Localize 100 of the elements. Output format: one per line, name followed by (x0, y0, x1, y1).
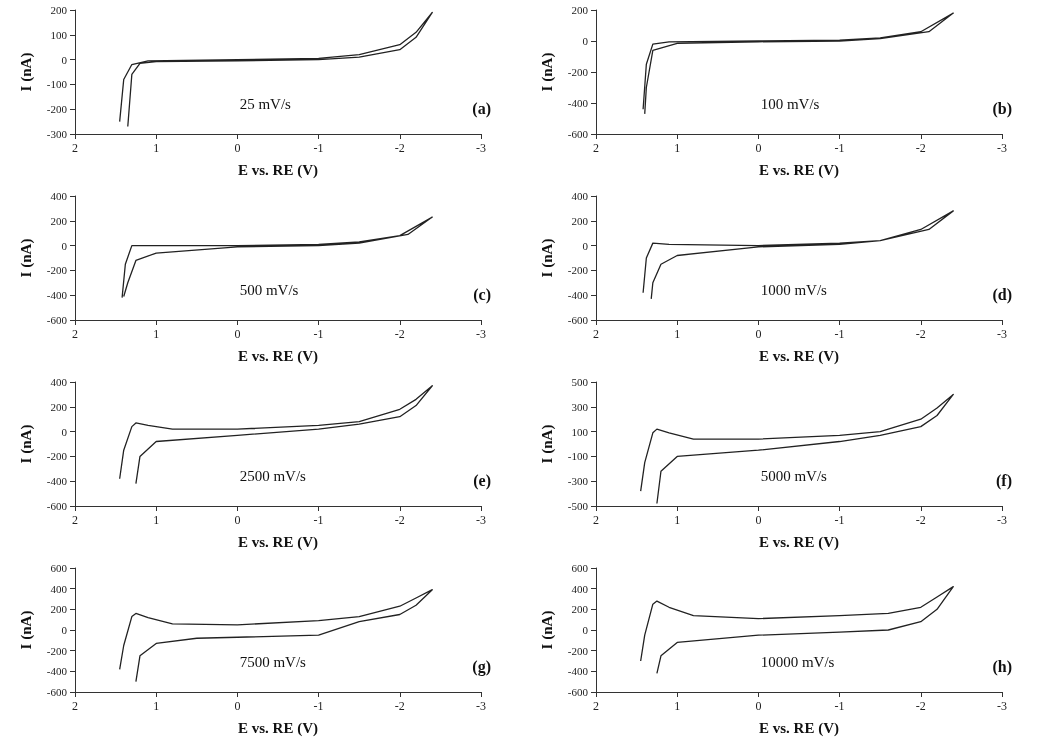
x-tick-label: 2 (593, 327, 599, 341)
annotation: 1000 mV/s (760, 281, 828, 298)
x-tick-label: -2 (915, 141, 926, 155)
y-tick-label: -600 (46, 500, 68, 512)
y-tick-label: 200 (50, 4, 68, 16)
y-tick-label: 400 (50, 190, 68, 202)
x-tick-label: -2 (394, 327, 405, 341)
x-tick-label: 1 (153, 327, 160, 341)
annotation: (a) (472, 99, 491, 118)
y-tick-label: 0 (61, 624, 68, 636)
y-tick-label: 200 (50, 214, 68, 227)
y-tick-label: -200 (567, 644, 589, 657)
y-tick-label: -300 (567, 475, 589, 488)
x-tick-label: 2 (593, 141, 599, 155)
x-tick-label: 1 (674, 513, 681, 527)
y-tick-label: 200 (571, 603, 589, 616)
y-tick-label: -400 (46, 665, 68, 678)
y-tick-label: 600 (571, 562, 589, 574)
x-tick-label: -2 (394, 699, 405, 713)
y-tick-label: 100 (571, 425, 589, 438)
y-tick-label: -200 (46, 644, 68, 657)
y-axis-title: I (nA) (538, 424, 556, 464)
annotation: (b) (992, 99, 1013, 118)
x-tick-label: 0 (234, 699, 241, 713)
x-tick-label: -1 (313, 513, 324, 527)
x-axis-title: E vs. RE (V) (758, 533, 840, 551)
y-tick-label: 0 (582, 239, 589, 252)
line-series (642, 210, 954, 300)
y-tick-label: -100 (567, 450, 589, 463)
y-axis-title: I (nA) (538, 238, 556, 278)
y-tick-label: 400 (50, 376, 68, 388)
y-axis-title: I (nA) (538, 610, 556, 650)
y-tick-label: -600 (567, 686, 589, 698)
y-tick-label: 600 (50, 562, 68, 574)
y-tick-label: 300 (571, 400, 589, 413)
x-tick-label: 0 (755, 699, 762, 713)
x-tick-label: 2 (72, 327, 78, 341)
line-series (640, 393, 954, 505)
y-tick-label: -400 (567, 665, 589, 678)
line-series (119, 589, 433, 683)
x-tick-label: -3 (997, 141, 1007, 155)
annotation: (f) (996, 471, 1012, 490)
line-series (642, 12, 954, 115)
y-tick-label: -600 (46, 314, 68, 326)
y-tick-label: -200 (567, 264, 589, 277)
y-tick-label: -400 (46, 289, 68, 302)
annotation: 7500 mV/s (239, 653, 307, 670)
x-tick-label: 1 (674, 699, 681, 713)
x-tick-label: -3 (997, 327, 1007, 341)
y-tick-label: 400 (571, 582, 589, 595)
x-axis-title: E vs. RE (V) (237, 533, 319, 551)
y-tick-label: -400 (46, 475, 68, 488)
y-axis-title: I (nA) (538, 52, 556, 92)
line-series (640, 585, 954, 675)
x-tick-label: -3 (997, 513, 1007, 527)
x-axis-title: E vs. RE (V) (237, 719, 319, 737)
x-tick-label: 1 (153, 699, 160, 713)
y-tick-label: -400 (567, 289, 589, 302)
y-axis-title: I (nA) (17, 610, 35, 650)
x-tick-label: 0 (755, 513, 762, 527)
annotation: (d) (992, 285, 1013, 304)
y-axis-title: I (nA) (17, 238, 35, 278)
annotation: (e) (473, 471, 492, 490)
x-tick-label: -3 (997, 699, 1007, 713)
x-tick-label: -3 (476, 141, 486, 155)
annotation: 500 mV/s (239, 281, 299, 298)
y-axis-title: I (nA) (17, 52, 35, 92)
y-tick-label: 0 (582, 624, 589, 636)
x-tick-label: -3 (476, 699, 486, 713)
line-series (121, 216, 433, 299)
x-tick-label: -1 (834, 141, 845, 155)
x-tick-label: 0 (755, 327, 762, 341)
x-tick-label: -1 (834, 513, 845, 527)
y-tick-label: -200 (46, 264, 68, 277)
x-tick-label: 1 (153, 141, 160, 155)
y-tick-label: -300 (46, 128, 68, 140)
annotation: 25 mV/s (239, 95, 292, 112)
y-axis-title: I (nA) (17, 424, 35, 464)
x-tick-label: -2 (915, 327, 926, 341)
x-axis-title: E vs. RE (V) (237, 161, 319, 179)
line-series (119, 11, 433, 128)
x-tick-label: 1 (674, 327, 681, 341)
y-tick-label: 200 (571, 4, 589, 16)
y-tick-label: 100 (50, 28, 68, 41)
y-tick-label: -200 (46, 103, 68, 116)
y-tick-label: 400 (571, 190, 589, 202)
y-tick-label: 0 (61, 53, 68, 66)
x-tick-label: -1 (313, 141, 324, 155)
y-tick-label: 0 (582, 35, 589, 47)
x-tick-label: 0 (234, 141, 241, 155)
x-tick-label: 0 (755, 141, 762, 155)
y-tick-label: 200 (50, 400, 68, 413)
x-axis-title: E vs. RE (V) (758, 719, 840, 737)
y-tick-label: 0 (61, 239, 68, 252)
x-axis-title: E vs. RE (V) (758, 347, 840, 365)
x-tick-label: -2 (394, 141, 405, 155)
x-tick-label: -1 (834, 327, 845, 341)
annotation: 2500 mV/s (239, 467, 307, 484)
x-axis-title: E vs. RE (V) (237, 347, 319, 365)
annotation: 5000 mV/s (760, 467, 828, 484)
